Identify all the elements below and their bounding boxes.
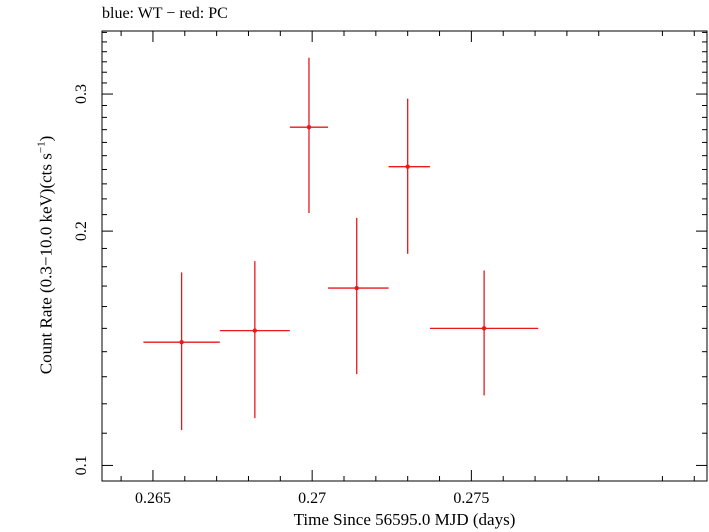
- data-point: [219, 261, 290, 419]
- data-point: [429, 270, 539, 396]
- point-marker: [179, 339, 184, 345]
- x-tick-label: 0.27: [298, 490, 326, 507]
- plot-frame: [101, 30, 708, 482]
- y-tick-label: 0.1: [73, 455, 90, 475]
- y-axis-label: Count Rate (0.3−10.0 keV)(cts s−1): [36, 136, 57, 375]
- x-tick-label: 0.275: [453, 490, 489, 507]
- point-marker: [252, 328, 258, 333]
- point-marker: [405, 164, 410, 169]
- data-point: [143, 272, 220, 431]
- data-point: [289, 57, 329, 214]
- axis-ticks: 0.265 0.27 0.275 0.1 0.2 0.3: [73, 31, 707, 507]
- point-marker: [481, 326, 487, 331]
- data-point: [328, 217, 389, 375]
- y-axis-label-main: Count Rate (0.3−10.0 keV)(cts s: [36, 153, 56, 375]
- y-axis-label-close: ): [36, 135, 56, 142]
- chart-title: blue: WT − red: PC: [102, 5, 228, 22]
- x-axis-label: Time Since 56595.0 MJD (days): [293, 510, 516, 529]
- data-marks: [143, 57, 539, 431]
- y-axis-label-exponent: −1: [35, 141, 48, 154]
- data-point: [388, 98, 430, 254]
- y-tick-label: 0.3: [73, 84, 90, 104]
- y-tick-label: 0.2: [73, 221, 90, 241]
- point-marker: [354, 285, 359, 291]
- point-marker: [306, 124, 312, 130]
- x-tick-label: 0.265: [135, 490, 171, 507]
